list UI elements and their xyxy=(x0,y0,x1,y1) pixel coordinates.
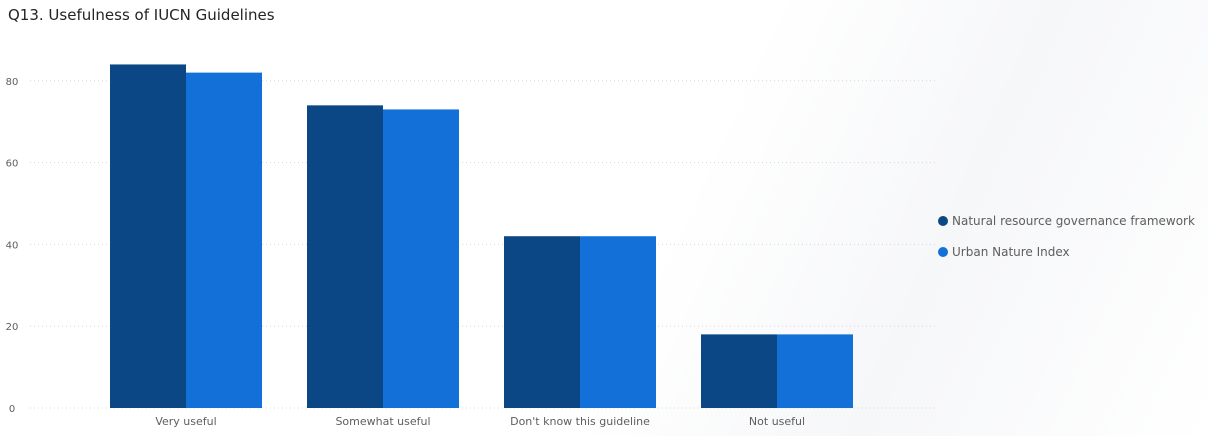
bar[interactable] xyxy=(504,236,580,408)
legend-label: Urban Nature Index xyxy=(952,245,1070,259)
x-tick-label: Somewhat useful xyxy=(335,415,430,428)
bar[interactable] xyxy=(186,72,262,409)
y-tick-label: 80 xyxy=(6,77,19,88)
legend-item-urban-nature-index[interactable]: Urban Nature Index xyxy=(938,241,1195,263)
legend-marker-icon xyxy=(938,216,948,226)
legend-marker-icon xyxy=(938,247,948,257)
y-tick-label: 60 xyxy=(6,159,19,170)
legend-item-natural-resource-governance-framework[interactable]: Natural resource governance framework xyxy=(938,210,1195,232)
y-tick-label: 0 xyxy=(9,404,15,415)
x-tick-label: Don't know this guideline xyxy=(510,415,650,428)
bar[interactable] xyxy=(580,236,656,408)
bar[interactable] xyxy=(383,109,459,409)
bar[interactable] xyxy=(777,334,853,408)
x-tick-label: Very useful xyxy=(155,415,216,428)
bar[interactable] xyxy=(110,64,186,408)
bar[interactable] xyxy=(307,105,383,408)
y-tick-label: 40 xyxy=(6,240,19,251)
y-tick-label: 20 xyxy=(6,322,19,333)
x-tick-label: Not useful xyxy=(749,415,805,428)
legend: Natural resource governance framework Ur… xyxy=(938,210,1195,272)
chart-title: Q13. Usefulness of IUCN Guidelines xyxy=(8,6,275,24)
legend-label: Natural resource governance framework xyxy=(952,214,1195,228)
bar[interactable] xyxy=(701,334,777,408)
